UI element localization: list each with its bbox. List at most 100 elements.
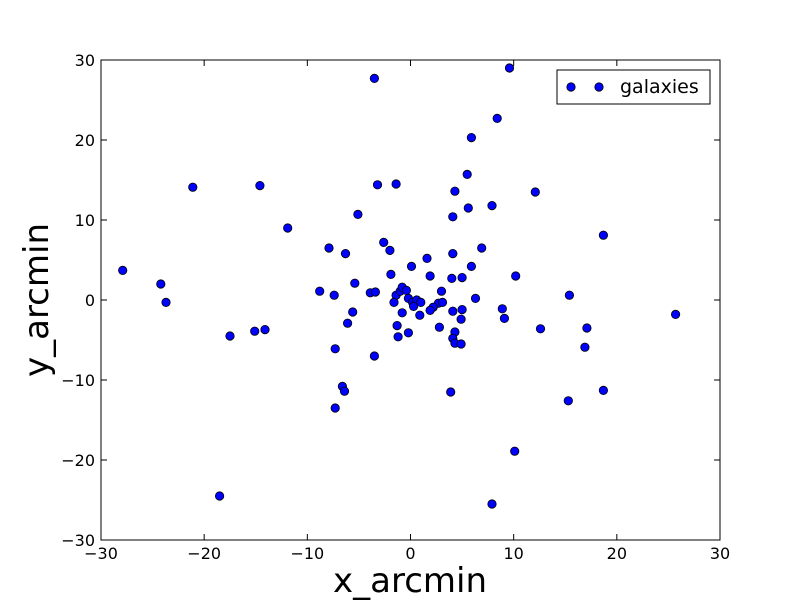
y-tick-label: 0 — [85, 291, 95, 310]
data-point — [425, 305, 435, 315]
y-tick-label: 20 — [75, 131, 95, 150]
data-point — [330, 344, 340, 354]
data-point — [598, 385, 609, 395]
data-point — [389, 297, 399, 307]
data-point — [477, 243, 487, 253]
data-point — [492, 113, 502, 124]
data-point — [425, 271, 435, 281]
data-point — [470, 293, 481, 303]
data-point — [156, 279, 166, 289]
x-tick-label: 0 — [405, 544, 415, 563]
data-point — [392, 320, 402, 331]
data-point — [348, 307, 358, 317]
x-tick-label: 20 — [607, 544, 627, 563]
data-point — [350, 278, 360, 288]
data-point — [448, 249, 458, 259]
data-point — [434, 322, 444, 332]
data-point — [369, 351, 379, 361]
data-point — [391, 179, 401, 189]
data-point — [161, 297, 171, 307]
data-point — [582, 323, 592, 333]
y-tick-label: 10 — [75, 211, 95, 230]
y-tick-label: −30 — [61, 531, 95, 550]
data-point — [598, 230, 609, 240]
data-point — [215, 491, 225, 501]
data-point — [457, 304, 467, 315]
legend-label: galaxies — [620, 76, 699, 98]
data-point — [283, 223, 293, 233]
data-points-layer — [118, 63, 681, 509]
data-point — [342, 318, 353, 328]
data-point — [457, 272, 467, 283]
data-point — [487, 499, 497, 509]
data-point — [456, 314, 466, 324]
data-point — [406, 261, 417, 271]
legend: galaxies — [556, 69, 711, 105]
x-tick-label: −30 — [84, 544, 118, 563]
legend-marker-right — [594, 82, 604, 92]
data-point — [188, 182, 198, 192]
legend-marker-left — [566, 82, 576, 92]
data-point — [118, 265, 128, 275]
data-point — [255, 181, 265, 191]
data-point — [448, 306, 458, 316]
x-tick-label: 10 — [503, 544, 523, 563]
data-point — [416, 297, 426, 307]
data-point — [436, 286, 447, 296]
data-point — [385, 245, 395, 255]
data-point — [372, 180, 383, 190]
data-point — [535, 324, 546, 334]
data-point — [339, 386, 350, 396]
data-point — [580, 342, 590, 352]
legend-frame — [556, 69, 711, 105]
data-point — [466, 261, 476, 271]
data-point — [450, 186, 460, 196]
data-point — [353, 209, 363, 219]
data-point — [260, 324, 270, 335]
data-point — [379, 237, 389, 247]
data-point — [403, 328, 413, 338]
x-axis-title: x_arcmin — [333, 561, 487, 600]
data-point — [497, 304, 507, 314]
y-tick-label: −20 — [61, 451, 95, 470]
data-point — [563, 396, 573, 406]
data-point — [370, 287, 380, 297]
data-point — [422, 253, 432, 263]
data-point — [401, 285, 411, 295]
data-point — [499, 313, 509, 323]
data-point — [447, 273, 457, 283]
data-point — [487, 201, 497, 211]
data-point — [446, 387, 456, 397]
x-tick-label: 30 — [710, 544, 730, 563]
x-tick-label: −10 — [290, 544, 324, 563]
data-point — [670, 309, 681, 319]
data-point — [448, 212, 458, 222]
data-point — [225, 331, 235, 341]
data-point — [408, 301, 419, 311]
data-point — [330, 403, 340, 413]
data-point — [415, 310, 425, 320]
y-tick-label: 30 — [75, 51, 95, 70]
data-point — [369, 73, 379, 84]
data-point — [530, 187, 540, 197]
data-point — [329, 290, 339, 300]
ticks-layer: −30 −20 −10 0 10 20 30 −30 −20 −10 0 10 20 30 — [61, 51, 730, 563]
data-point — [463, 203, 473, 213]
data-point — [340, 249, 351, 259]
y-axis-title: y_arcmin — [17, 223, 57, 377]
data-point — [466, 133, 476, 143]
data-point — [511, 271, 521, 281]
data-point — [324, 243, 334, 253]
data-point — [397, 308, 407, 318]
data-point — [437, 297, 448, 307]
data-point — [462, 169, 472, 179]
data-point — [504, 63, 515, 73]
data-point — [393, 332, 403, 342]
data-point — [250, 326, 260, 336]
data-point — [564, 290, 575, 300]
data-point — [386, 269, 396, 279]
data-point — [456, 339, 466, 349]
y-tick-label: −10 — [61, 371, 95, 390]
